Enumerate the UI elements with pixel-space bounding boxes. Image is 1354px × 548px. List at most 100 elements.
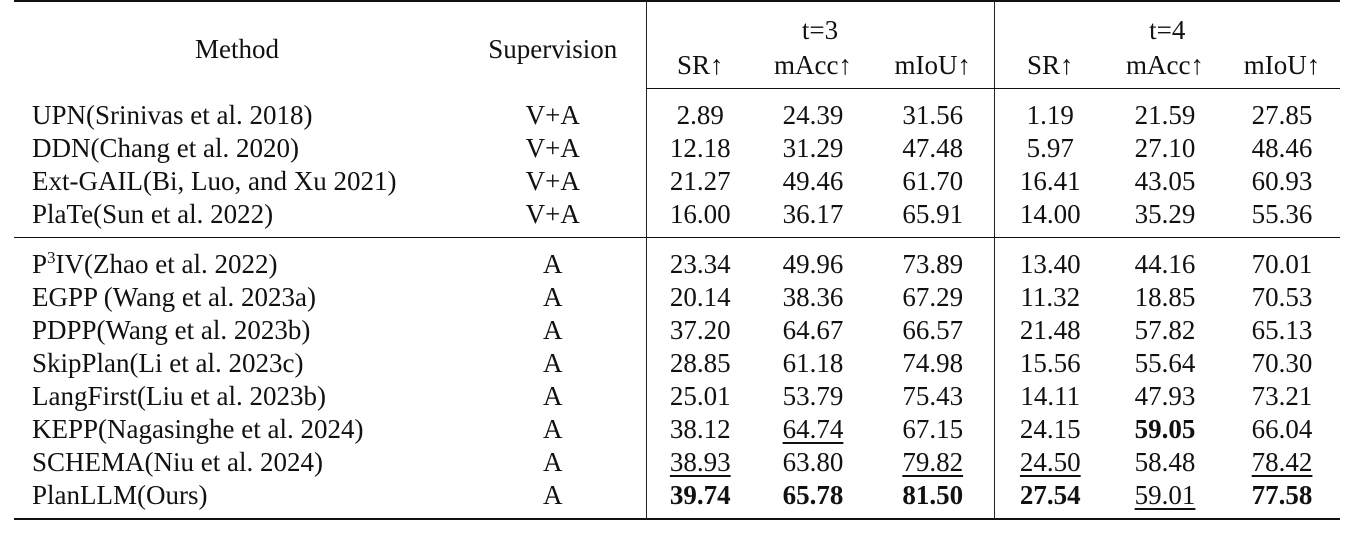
value-cell: 21.48 [993,314,1107,347]
value-cell: 24.15 [993,413,1107,446]
header-supervision: Supervision [488,33,618,64]
value-cell: 47.48 [902,133,964,163]
value-cell: 65.91 [872,198,995,238]
value-cell: 48.46 [1251,133,1313,163]
method-name: PlanLLM(Ours) [14,479,460,520]
value-cell: 18.85 [1134,282,1196,312]
table-row: P3IV(Zhao et al. 2022) A 23.34 49.96 73.… [14,237,1340,282]
value-cell: 25.01 [645,380,754,413]
value-cell: 66.57 [902,315,964,345]
value-cell: 57.82 [1134,315,1196,345]
value-cell: 67.29 [902,282,964,312]
value-cell: 55.64 [1134,348,1196,378]
value-cell: 36.17 [754,198,872,238]
value-cell: 5.97 [993,132,1107,165]
method-name: DDN(Chang et al. 2020) [32,133,299,163]
method-superscript: 3 [47,248,56,267]
value-cell: 20.14 [645,281,754,314]
method-name: LangFirst(Liu et al. 2023b) [32,381,326,411]
header-row-2: SR↑ mAcc↑ mIoU↑ SR↑ mAcc↑ mIoU↑ [14,46,1341,89]
value-cell: 49.96 [782,249,844,279]
value-cell: 24.50 [993,446,1107,479]
value-cell: 73.21 [1251,381,1313,411]
value-cell: 44.16 [1134,249,1196,279]
value-cell: 53.79 [782,381,844,411]
value-cell: 38.36 [782,282,844,312]
value-cell: 37.20 [645,314,754,347]
value-cell: 38.12 [645,413,754,446]
supervision-cell: A [543,315,563,345]
supervision-cell: V+A [460,198,646,238]
method-name: KEPP(Nagasinghe et al. 2024) [32,414,364,444]
value-cell: 70.30 [1251,348,1313,378]
second-best-value: 64.74 [782,414,844,444]
value-cell: 75.43 [902,381,964,411]
supervision-cell: A [543,447,563,477]
table-row: Ext-GAIL(Bi, Luo, and Xu 2021) V+A 21.27… [14,165,1340,198]
second-best-value: 38.93 [669,447,731,477]
header-group-t3: t=3 [645,1,995,46]
header-metric: mIoU↑ [872,46,995,89]
method-name: EGPP (Wang et al. 2023a) [32,282,317,312]
value-cell: 63.80 [782,447,844,477]
value-cell: 61.18 [782,348,844,378]
header-method: Method [195,33,279,64]
table-row: PDPP(Wang et al. 2023b) A 37.20 64.67 66… [14,314,1340,347]
value-cell: 38.93 [645,446,754,479]
supervision-cell: V+A [525,166,580,196]
value-cell: 28.85 [645,347,754,380]
method-rest: IV(Zhao et al. 2022) [55,249,278,279]
method-name: PDPP(Wang et al. 2023b) [32,315,311,345]
value-cell: 16.00 [645,198,754,238]
method-prefix: P [32,249,48,279]
value-cell: 64.74 [754,413,872,446]
best-value: 65.78 [754,479,872,520]
supervision-cell: V+A [525,133,580,163]
value-cell: 55.36 [1224,198,1341,238]
supervision-cell: V+A [525,99,580,130]
supervision-cell: A [543,414,563,444]
best-value: 81.50 [872,479,995,520]
header-metric: SR↑ [993,46,1107,89]
table-row: SkipPlan(Li et al. 2023c) A 28.85 61.18 … [14,347,1340,380]
method-name: PlaTe(Sun et al. 2022) [14,198,460,238]
value-cell: 70.01 [1251,249,1313,279]
header-row-1: Method Supervision t=3 t=4 [14,1,1341,64]
value-cell: 79.82 [872,446,994,479]
best-value: 77.58 [1224,479,1341,520]
table-row: EGPP (Wang et al. 2023a) A 20.14 38.36 6… [14,281,1340,314]
results-table-wrapper: Method Supervision t=3 t=4 SR↑ mAcc↑ mIo… [14,0,1341,520]
value-cell: 58.48 [1134,447,1196,477]
value-cell: 78.42 [1224,446,1340,479]
value-cell: 49.46 [782,166,844,196]
second-best-value: 79.82 [902,447,964,477]
value-cell: 70.53 [1251,282,1313,312]
best-value: 39.74 [645,479,754,520]
value-cell: 31.29 [782,133,844,163]
table-row: PlanLLM(Ours) A 39.74 65.78 81.50 27.54 … [14,479,1341,520]
header-metric: mIoU↑ [1224,46,1341,89]
method-name: P3IV(Zhao et al. 2022) [14,238,460,282]
value-cell: 11.32 [993,281,1107,314]
table-row: PlaTe(Sun et al. 2022) V+A 16.00 36.17 6… [14,198,1341,238]
best-value: 59.05 [1134,414,1196,444]
supervision-cell: A [460,479,646,520]
supervision-cell: A [543,282,563,312]
value-cell: 15.56 [993,347,1107,380]
table-row: KEPP(Nagasinghe et al. 2024) A 38.12 64.… [14,413,1340,446]
method-name: Ext-GAIL(Bi, Luo, and Xu 2021) [32,166,397,196]
header-metric: SR↑ [645,46,754,89]
value-cell: 21.59 [1134,100,1196,130]
value-cell: 61.70 [902,166,964,196]
method-name: SkipPlan(Li et al. 2023c) [32,348,304,378]
value-cell: 12.18 [645,132,754,165]
value-cell: 66.04 [1251,414,1313,444]
value-cell: 24.39 [782,100,844,130]
table-row: UPN(Srinivas et al. 2018) V+A 2.89 24.39… [14,88,1340,132]
value-cell: 27.10 [1134,133,1196,163]
header-metric: mAcc↑ [754,46,872,89]
value-cell: 64.67 [782,315,844,345]
table-row: SCHEMA(Niu et al. 2024) A 38.93 63.80 79… [14,446,1340,479]
value-cell: 1.19 [993,88,1107,132]
value-cell: 13.40 [993,237,1107,281]
